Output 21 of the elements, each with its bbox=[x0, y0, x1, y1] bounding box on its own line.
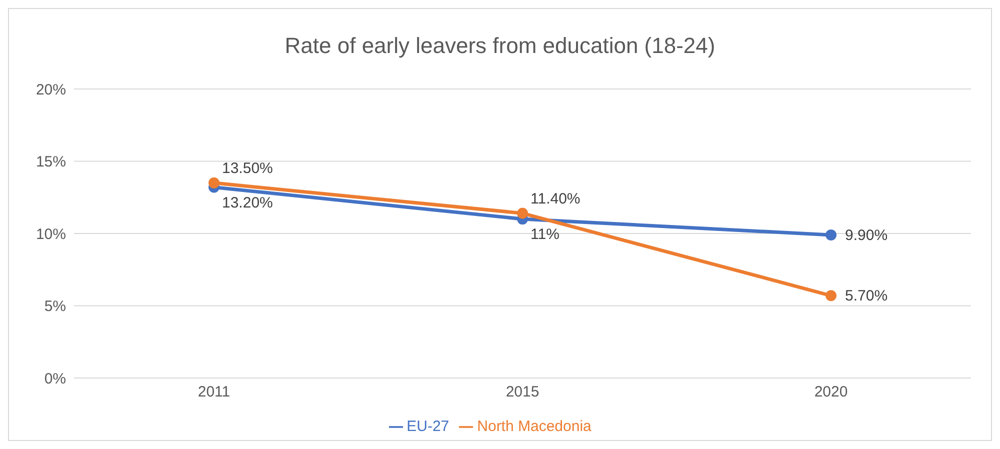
y-tick-label: 20% bbox=[36, 81, 66, 98]
x-tick-label: 2015 bbox=[506, 384, 540, 401]
y-tick-label: 5% bbox=[44, 298, 66, 316]
y-tick-label: 10% bbox=[36, 226, 66, 243]
y-tick-label: 0% bbox=[44, 370, 66, 388]
x-tick-label: 2011 bbox=[198, 384, 230, 401]
data-label: 5.70% bbox=[845, 288, 888, 305]
y-tick-label: 15% bbox=[36, 154, 66, 171]
point bbox=[826, 229, 836, 240]
legend-label: EU-27 bbox=[406, 418, 450, 435]
point bbox=[517, 208, 528, 219]
x-tick-label: 2020 bbox=[814, 384, 848, 401]
data-label: 9.90% bbox=[845, 226, 888, 244]
legend-label: North Macedonia bbox=[477, 418, 592, 435]
data-label: 11% bbox=[530, 226, 560, 244]
data-label: 13.50% bbox=[222, 160, 273, 177]
chart-title: Rate of early leavers from education (18-24) bbox=[284, 32, 716, 60]
data-label: 13.20% bbox=[222, 194, 273, 212]
data-label: 11.40% bbox=[530, 190, 580, 208]
point bbox=[826, 290, 836, 302]
point bbox=[208, 177, 220, 188]
